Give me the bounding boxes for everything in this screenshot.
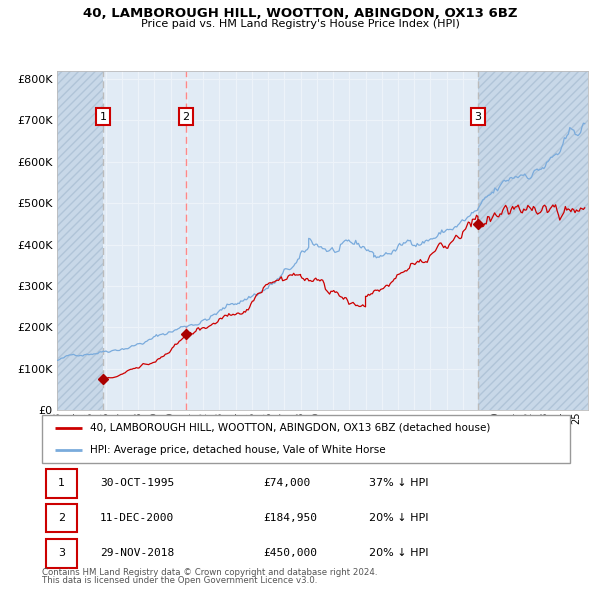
Text: 29-NOV-2018: 29-NOV-2018 <box>100 549 175 558</box>
FancyBboxPatch shape <box>46 504 77 532</box>
FancyBboxPatch shape <box>42 415 570 463</box>
Bar <box>57 71 103 410</box>
Text: 1: 1 <box>100 112 106 122</box>
Text: 3: 3 <box>475 112 481 122</box>
Text: 20% ↓ HPI: 20% ↓ HPI <box>370 513 429 523</box>
Text: 40, LAMBOROUGH HILL, WOOTTON, ABINGDON, OX13 6BZ: 40, LAMBOROUGH HILL, WOOTTON, ABINGDON, … <box>83 7 517 20</box>
Text: 30-OCT-1995: 30-OCT-1995 <box>100 478 175 488</box>
Text: 2: 2 <box>182 112 190 122</box>
Text: £74,000: £74,000 <box>264 478 311 488</box>
Text: Price paid vs. HM Land Registry's House Price Index (HPI): Price paid vs. HM Land Registry's House … <box>140 19 460 29</box>
Text: 40, LAMBOROUGH HILL, WOOTTON, ABINGDON, OX13 6BZ (detached house): 40, LAMBOROUGH HILL, WOOTTON, ABINGDON, … <box>89 423 490 433</box>
FancyBboxPatch shape <box>46 539 77 568</box>
Text: 20% ↓ HPI: 20% ↓ HPI <box>370 549 429 558</box>
Text: 2: 2 <box>58 513 65 523</box>
Text: HPI: Average price, detached house, Vale of White Horse: HPI: Average price, detached house, Vale… <box>89 445 385 455</box>
Text: 37% ↓ HPI: 37% ↓ HPI <box>370 478 429 488</box>
Text: Contains HM Land Registry data © Crown copyright and database right 2024.: Contains HM Land Registry data © Crown c… <box>42 568 377 577</box>
Text: 3: 3 <box>58 549 65 558</box>
Bar <box>103 71 478 410</box>
Text: £450,000: £450,000 <box>264 549 318 558</box>
Bar <box>478 71 588 410</box>
Text: 1: 1 <box>58 478 65 488</box>
Text: 11-DEC-2000: 11-DEC-2000 <box>100 513 175 523</box>
Text: £184,950: £184,950 <box>264 513 318 523</box>
FancyBboxPatch shape <box>46 469 77 497</box>
Text: This data is licensed under the Open Government Licence v3.0.: This data is licensed under the Open Gov… <box>42 576 317 585</box>
